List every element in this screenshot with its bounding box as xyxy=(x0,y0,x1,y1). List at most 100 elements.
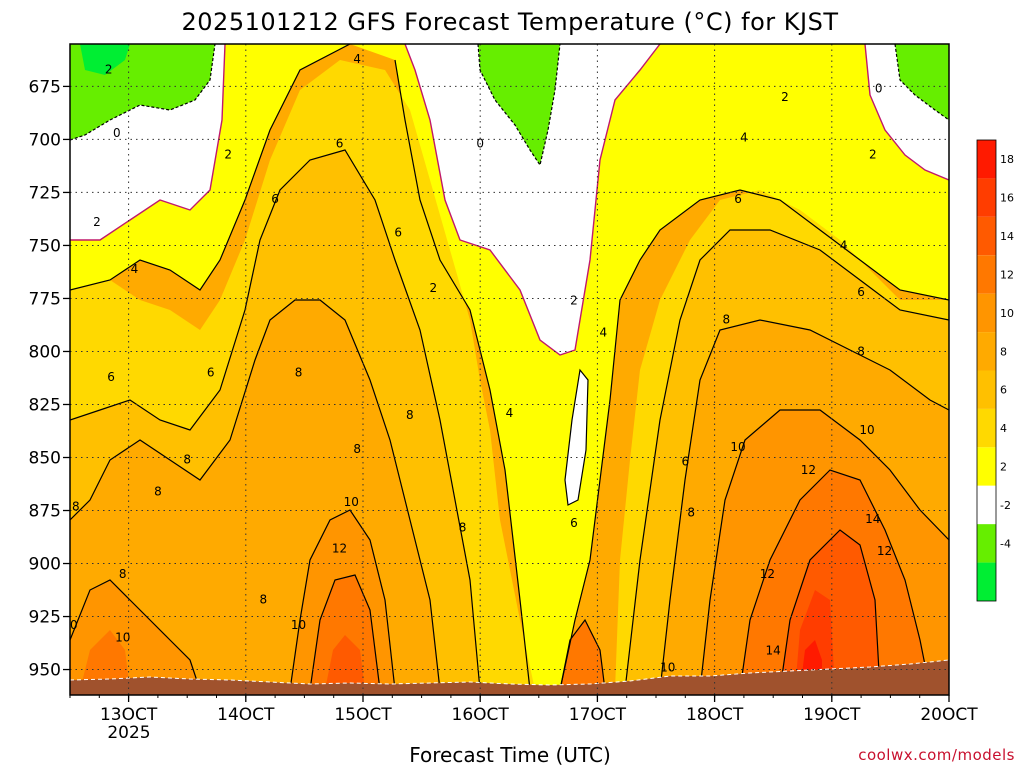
region-cold-right xyxy=(895,44,949,120)
x-tick-label: 15OCT xyxy=(334,705,392,725)
colorbar-swatch xyxy=(977,216,996,256)
colorbar-swatch xyxy=(977,332,996,371)
colorbar: 18 16 14 12 10 8 6 4 2 -2 -4 xyxy=(976,139,1014,602)
contour-label: 4 xyxy=(840,238,848,252)
y-tick-label: 675 xyxy=(29,77,61,97)
colorbar-swatch xyxy=(977,140,996,179)
region-2-4 xyxy=(70,44,949,690)
x-tick-label: 13OCT xyxy=(100,705,158,725)
colorbar-label: 4 xyxy=(1000,422,1007,435)
contour-label: 4 xyxy=(506,406,514,420)
x-tick-label: 19OCT xyxy=(803,705,861,725)
contour-label: 4 xyxy=(740,130,748,144)
x-axis-year-label: 2025 xyxy=(107,723,150,743)
region-zero-band-mid xyxy=(405,44,660,355)
plot-area: 2 0 2 2 4 6 6 6 6 6 4 8 8 8 8 8 8 8 10 10 8 10 10 12 8 2 0 4 2 4 6 0 2 4 2… xyxy=(62,44,949,695)
y-tick-label: 875 xyxy=(29,502,61,522)
contour-label: 8 xyxy=(183,453,191,467)
x-tick-label: 14OCT xyxy=(217,705,275,725)
colorbar-swatch xyxy=(977,524,996,563)
contour-label: 2 xyxy=(429,281,437,295)
colorbar-swatch xyxy=(977,447,996,486)
contour-label: 2 xyxy=(570,294,578,308)
contour-label: 8 xyxy=(459,520,467,534)
y-tick-label: 900 xyxy=(29,555,61,575)
contour-label: 12 xyxy=(801,463,816,477)
colorbar-label: 6 xyxy=(1000,384,1007,397)
colorbar-label: 16 xyxy=(1000,192,1014,205)
contour-label: 10 xyxy=(344,495,359,509)
contour-label: 8 xyxy=(295,366,303,380)
contour-label: 14 xyxy=(766,643,781,657)
contour-label: 4 xyxy=(353,52,361,66)
contour-label: 8 xyxy=(260,593,268,607)
colorbar-swatch xyxy=(977,293,996,333)
contour-label: 8 xyxy=(857,344,865,358)
contour-label: 2 xyxy=(869,147,877,161)
y-tick-label: 700 xyxy=(29,130,61,150)
colorbar-swatch xyxy=(977,255,996,294)
contour-label: 2 xyxy=(93,215,101,229)
colorbar-label: -4 xyxy=(1000,537,1011,550)
colorbar-swatch xyxy=(977,562,996,601)
y-tick-label: 825 xyxy=(29,395,61,415)
contour-label: 6 xyxy=(336,137,344,151)
contour-label: 12 xyxy=(760,567,775,581)
contour-label: 0 xyxy=(875,82,883,96)
contour-label: 4 xyxy=(131,262,139,276)
contour-label: 8 xyxy=(353,442,361,456)
contour-label: 6 xyxy=(681,455,689,469)
region-cold-left-core xyxy=(80,44,130,75)
colorbar-frame xyxy=(976,139,997,602)
contour-label: 10 xyxy=(62,618,77,632)
contour-label: 12 xyxy=(877,544,892,558)
region-10-12 xyxy=(70,410,949,690)
contour-label: 6 xyxy=(394,226,402,240)
x-tick-label: 17OCT xyxy=(569,705,627,725)
contour-label: 10 xyxy=(291,618,306,632)
credit-link[interactable]: coolwx.com/models xyxy=(858,746,1015,764)
colorbar-label: 18 xyxy=(1000,153,1014,166)
chart-title: 2025101212 GFS Forecast Temperature (°C)… xyxy=(182,8,839,36)
y-tick-label: 725 xyxy=(29,183,61,203)
gridlines xyxy=(70,44,949,695)
contour-label: 2 xyxy=(224,147,232,161)
colorbar-label: 12 xyxy=(1000,268,1014,281)
contour-lines xyxy=(70,44,949,691)
contour-label: 6 xyxy=(857,285,865,299)
contour-label: 10 xyxy=(115,631,130,645)
y-tick-label: 950 xyxy=(29,661,61,681)
x-axis: 13OCT 14OCT 15OCT 16OCT 17OCT 18OCT 19OCT 20OCT xyxy=(69,695,978,725)
contour-label: 6 xyxy=(271,192,279,206)
y-tick-label: 850 xyxy=(29,449,61,469)
contour-label: 10 xyxy=(859,423,874,437)
y-tick-label: 775 xyxy=(29,289,61,309)
region-cold-mid xyxy=(478,44,560,165)
contour-label: 6 xyxy=(734,192,742,206)
x-tick-label: 18OCT xyxy=(686,705,744,725)
contour-label: 10 xyxy=(730,440,745,454)
contour-label: 10 xyxy=(660,660,675,674)
contour-label: 8 xyxy=(722,313,730,327)
colorbar-swatch xyxy=(977,370,996,409)
colorbar-label: 14 xyxy=(1000,230,1014,243)
y-tick-label: 750 xyxy=(29,236,61,256)
contour-label: 8 xyxy=(406,408,414,422)
colorbar-label: -2 xyxy=(1000,499,1011,512)
colorbar-label: 8 xyxy=(1000,345,1007,358)
contour-label: 8 xyxy=(119,567,127,581)
terrain xyxy=(70,660,949,695)
contour-label: 8 xyxy=(154,484,162,498)
contour-label: 2 xyxy=(105,62,113,76)
colorbar-label: 10 xyxy=(1000,307,1014,320)
contour-label: 6 xyxy=(207,366,215,380)
colorbar-swatch xyxy=(977,408,996,448)
contour-label: 6 xyxy=(570,516,578,530)
y-axis: 675 700 725 750 775 800 825 850 875 900 925 950 xyxy=(29,77,70,681)
contour-label: 8 xyxy=(687,506,695,520)
y-tick-label: 925 xyxy=(29,608,61,628)
contour-label: 0 xyxy=(476,137,484,151)
contour-label: 2 xyxy=(781,90,789,104)
colorbar-label: 2 xyxy=(1000,461,1007,474)
